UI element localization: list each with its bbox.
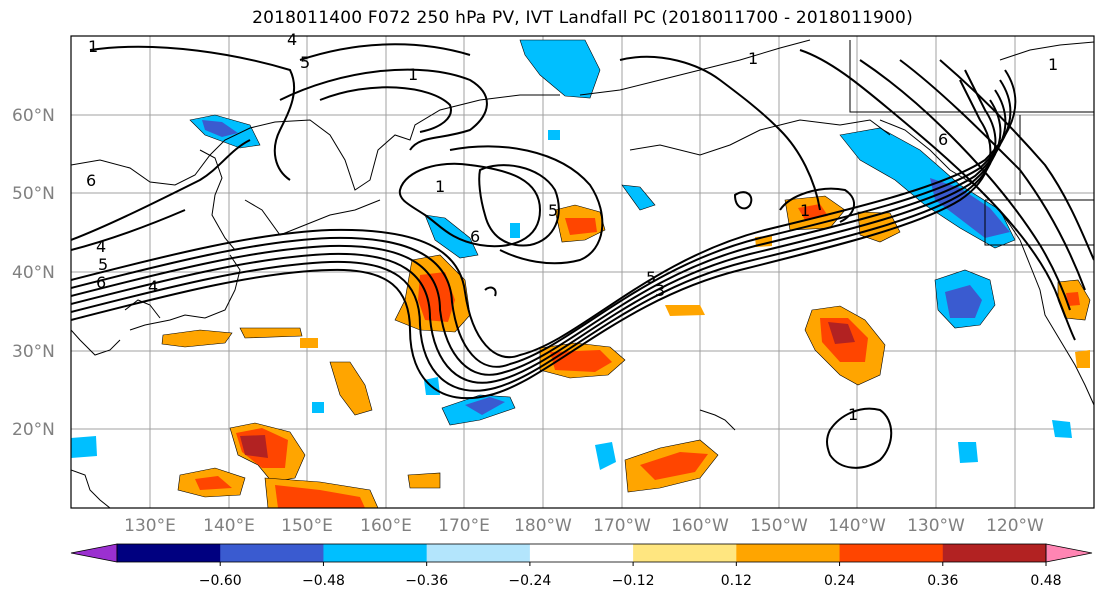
colorbar-segment <box>633 544 737 562</box>
colorbar-segment <box>220 544 324 562</box>
contour-label: 1 <box>848 405 858 424</box>
longitude-labels: 130°E 140°E 150°E 160°E 170°E 180°W 170°… <box>124 516 1044 536</box>
neg-region <box>958 442 978 463</box>
neg-region <box>202 120 238 137</box>
lat-label: 40°N <box>12 263 55 283</box>
contour-label: 5 <box>548 201 558 220</box>
colorbar-segment <box>942 544 1047 562</box>
lon-label: 130°W <box>907 516 965 536</box>
colorbar-segment <box>426 544 531 562</box>
coastlines <box>71 39 1094 508</box>
pos-region <box>300 338 318 348</box>
contour-label: 1 <box>1048 55 1058 74</box>
pos-region <box>195 476 232 490</box>
ivt-shading <box>71 39 1091 508</box>
contour-labels: 4 5 1 1 1 6 4 5 6 4 1 6 5 1 5 3 1 6 1 <box>86 30 1058 424</box>
neg-region <box>519 39 601 99</box>
neg-region <box>548 130 560 140</box>
pos-region <box>418 272 455 322</box>
colorbar-tick-label: −0.60 <box>199 573 242 589</box>
lat-label: 50°N <box>12 184 55 204</box>
lon-label: 140°W <box>828 516 886 536</box>
contour-label: 5 <box>646 268 656 287</box>
lat-label: 30°N <box>12 342 55 362</box>
contour-label: 4 <box>287 30 297 49</box>
colorbar-segment <box>117 544 221 562</box>
lat-label: 60°N <box>12 106 55 126</box>
gridlines <box>71 36 1094 508</box>
pos-region <box>161 329 233 348</box>
pos-region <box>240 435 268 458</box>
neg-region <box>465 397 505 415</box>
contour-label: 1 <box>800 201 810 220</box>
pos-region <box>640 452 708 480</box>
contour-label: 6 <box>86 171 96 190</box>
lon-label: 150°W <box>750 516 808 536</box>
pos-region <box>1066 292 1080 306</box>
neg-region <box>930 178 1010 238</box>
map-frame <box>70 35 1095 509</box>
lon-label: 150°E <box>281 516 333 536</box>
pv-contours <box>71 43 1094 469</box>
lat-label: 20°N <box>12 420 55 440</box>
lon-label: 160°E <box>360 516 412 536</box>
contour-label: 6 <box>96 273 106 292</box>
colorbar-segment <box>529 544 634 562</box>
colorbar-tick-label: 0.48 <box>1030 573 1061 589</box>
colorbar-frame <box>116 543 1047 563</box>
pos-region <box>239 327 303 339</box>
neg-region <box>945 285 982 318</box>
neg-region <box>510 223 520 238</box>
neg-region <box>621 184 656 211</box>
lon-label: 140°E <box>203 516 255 536</box>
lon-label: 170°E <box>438 516 490 536</box>
contour-label: 5 <box>98 255 108 274</box>
colorbar-tick-label: 0.24 <box>824 573 855 589</box>
colorbar: −0.60 −0.48 −0.36 −0.24 −0.12 0.12 0.24 0.36 0.4… <box>70 543 1093 589</box>
contour-label: 6 <box>470 227 480 246</box>
pos-region <box>407 472 441 489</box>
map-title: 2018011400 F072 250 hPa PV, IVT Landfall… <box>252 8 913 28</box>
colorbar-tick-label: −0.12 <box>612 573 655 589</box>
colorbar-segment <box>323 544 428 562</box>
contour-label: 3 <box>655 281 665 300</box>
neg-region <box>71 436 97 458</box>
colorbar-tick-label: −0.36 <box>405 573 448 589</box>
latitude-labels: 60°N 50°N 40°N 30°N 20°N <box>12 106 55 440</box>
contour-label: 4 <box>148 277 158 296</box>
lon-label: 160°W <box>671 516 729 536</box>
neg-region <box>595 442 616 470</box>
colorbar-segment <box>736 544 841 562</box>
pos-region <box>565 218 597 235</box>
contour-label: 4 <box>96 237 106 256</box>
pos-region <box>329 361 373 416</box>
pos-region <box>1075 350 1090 368</box>
colorbar-tick-label: 0.12 <box>721 573 752 589</box>
colorbar-extend-high <box>1045 543 1093 563</box>
neg-region <box>1052 420 1072 438</box>
contour-label: 6 <box>938 130 948 149</box>
pos-region <box>275 485 365 508</box>
contour-label: 5 <box>300 53 310 72</box>
colorbar-segment <box>839 544 944 562</box>
lon-label: 180°W <box>514 516 572 536</box>
lon-label: 130°E <box>124 516 176 536</box>
contour-label: 1 <box>748 49 758 68</box>
pos-region <box>665 305 705 316</box>
lon-label: 120°W <box>986 516 1044 536</box>
pos-region <box>828 322 855 344</box>
colorbar-extend-low <box>70 543 118 563</box>
colorbar-tick-label: −0.48 <box>302 573 345 589</box>
contour-label: 1 <box>435 177 445 196</box>
contour-label: 1 <box>88 37 98 56</box>
contour-label: 1 <box>408 65 418 84</box>
colorbar-tick-label: −0.24 <box>508 573 551 589</box>
colorbar-tick-label: 0.36 <box>927 573 958 589</box>
lon-label: 170°W <box>593 516 651 536</box>
neg-region <box>312 402 324 413</box>
